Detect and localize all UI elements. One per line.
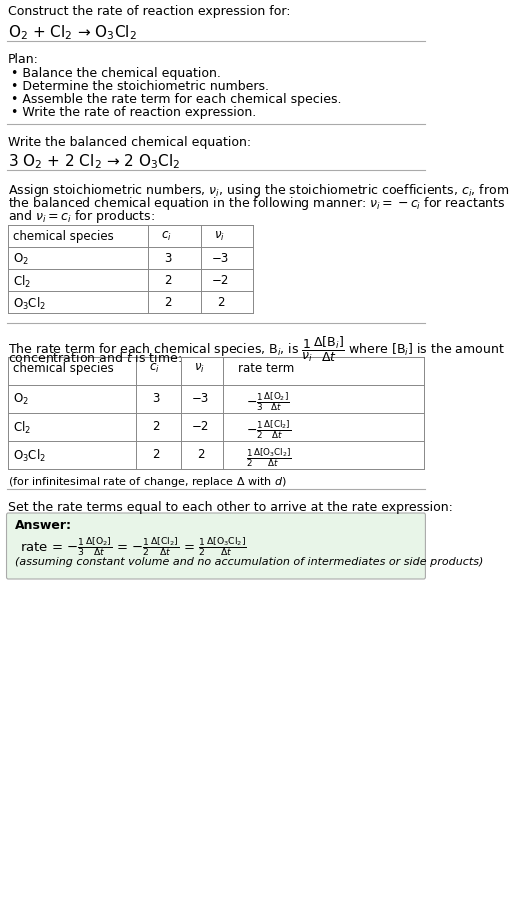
Text: Construct the rate of reaction expression for:: Construct the rate of reaction expressio… — [8, 5, 290, 18]
Text: (for infinitesimal rate of change, replace Δ with $d$): (for infinitesimal rate of change, repla… — [8, 475, 287, 489]
Text: rate = $-\frac{1}{3}\frac{\Delta[\mathrm{O_2}]}{\Delta t}$ = $-\frac{1}{2}\frac{: rate = $-\frac{1}{3}\frac{\Delta[\mathrm… — [20, 535, 246, 558]
Text: 2: 2 — [197, 448, 204, 461]
Text: Answer:: Answer: — [15, 519, 72, 532]
Text: $c_i$: $c_i$ — [149, 362, 160, 375]
Text: −3: −3 — [192, 392, 209, 405]
Text: chemical species: chemical species — [13, 362, 114, 375]
Text: O$_3$Cl$_2$: O$_3$Cl$_2$ — [13, 448, 46, 464]
Text: Set the rate terms equal to each other to arrive at the rate expression:: Set the rate terms equal to each other t… — [8, 501, 453, 514]
Text: 2: 2 — [164, 274, 172, 287]
Text: $\nu_i$: $\nu_i$ — [194, 362, 205, 375]
Text: $c_i$: $c_i$ — [161, 230, 172, 243]
Text: O$_2$ + Cl$_2$ → O$_3$Cl$_2$: O$_2$ + Cl$_2$ → O$_3$Cl$_2$ — [8, 23, 137, 42]
Text: $-\frac{1}{3}\frac{\Delta[\mathrm{O_2}]}{\Delta t}$: $-\frac{1}{3}\frac{\Delta[\mathrm{O_2}]}… — [246, 390, 290, 412]
Text: Write the balanced chemical equation:: Write the balanced chemical equation: — [8, 136, 251, 149]
Text: 3: 3 — [152, 392, 160, 405]
Text: O$_2$: O$_2$ — [13, 392, 29, 407]
Text: 2: 2 — [217, 296, 225, 309]
Text: 3: 3 — [164, 252, 172, 265]
Text: 2: 2 — [152, 420, 160, 433]
Text: Plan:: Plan: — [8, 53, 39, 66]
Text: −3: −3 — [212, 252, 229, 265]
Text: Cl$_2$: Cl$_2$ — [13, 420, 31, 436]
Text: $\frac{1}{2}\frac{\Delta[\mathrm{O_3Cl_2}]}{\Delta t}$: $\frac{1}{2}\frac{\Delta[\mathrm{O_3Cl_2… — [246, 446, 292, 469]
Text: Cl$_2$: Cl$_2$ — [13, 274, 31, 290]
Text: $-\frac{1}{2}\frac{\Delta[\mathrm{Cl_2}]}{\Delta t}$: $-\frac{1}{2}\frac{\Delta[\mathrm{Cl_2}]… — [246, 418, 292, 440]
Text: chemical species: chemical species — [13, 230, 114, 243]
Text: • Write the rate of reaction expression.: • Write the rate of reaction expression. — [12, 106, 257, 119]
Text: rate term: rate term — [238, 362, 294, 375]
Text: 2: 2 — [152, 448, 160, 461]
Text: concentration and $t$ is time:: concentration and $t$ is time: — [8, 351, 182, 365]
Text: 3 O$_2$ + 2 Cl$_2$ → 2 O$_3$Cl$_2$: 3 O$_2$ + 2 Cl$_2$ → 2 O$_3$Cl$_2$ — [8, 152, 181, 171]
Text: (assuming constant volume and no accumulation of intermediates or side products): (assuming constant volume and no accumul… — [15, 557, 483, 567]
Text: −2: −2 — [212, 274, 229, 287]
Text: • Determine the stoichiometric numbers.: • Determine the stoichiometric numbers. — [12, 80, 269, 93]
Text: O$_2$: O$_2$ — [13, 252, 29, 268]
Text: $\nu_i$: $\nu_i$ — [214, 230, 225, 243]
Text: and $\nu_i = c_i$ for products:: and $\nu_i = c_i$ for products: — [8, 208, 155, 225]
Text: −2: −2 — [192, 420, 209, 433]
Text: • Assemble the rate term for each chemical species.: • Assemble the rate term for each chemic… — [12, 93, 342, 106]
Text: • Balance the chemical equation.: • Balance the chemical equation. — [12, 67, 222, 80]
Text: 2: 2 — [164, 296, 172, 309]
FancyBboxPatch shape — [6, 513, 426, 579]
Text: O$_3$Cl$_2$: O$_3$Cl$_2$ — [13, 296, 46, 312]
Text: The rate term for each chemical species, B$_i$, is $\dfrac{1}{\nu_i}\dfrac{\Delt: The rate term for each chemical species,… — [8, 335, 505, 364]
Text: the balanced chemical equation in the following manner: $\nu_i = -c_i$ for react: the balanced chemical equation in the fo… — [8, 195, 506, 212]
Text: Assign stoichiometric numbers, $\nu_i$, using the stoichiometric coefficients, $: Assign stoichiometric numbers, $\nu_i$, … — [8, 182, 509, 199]
